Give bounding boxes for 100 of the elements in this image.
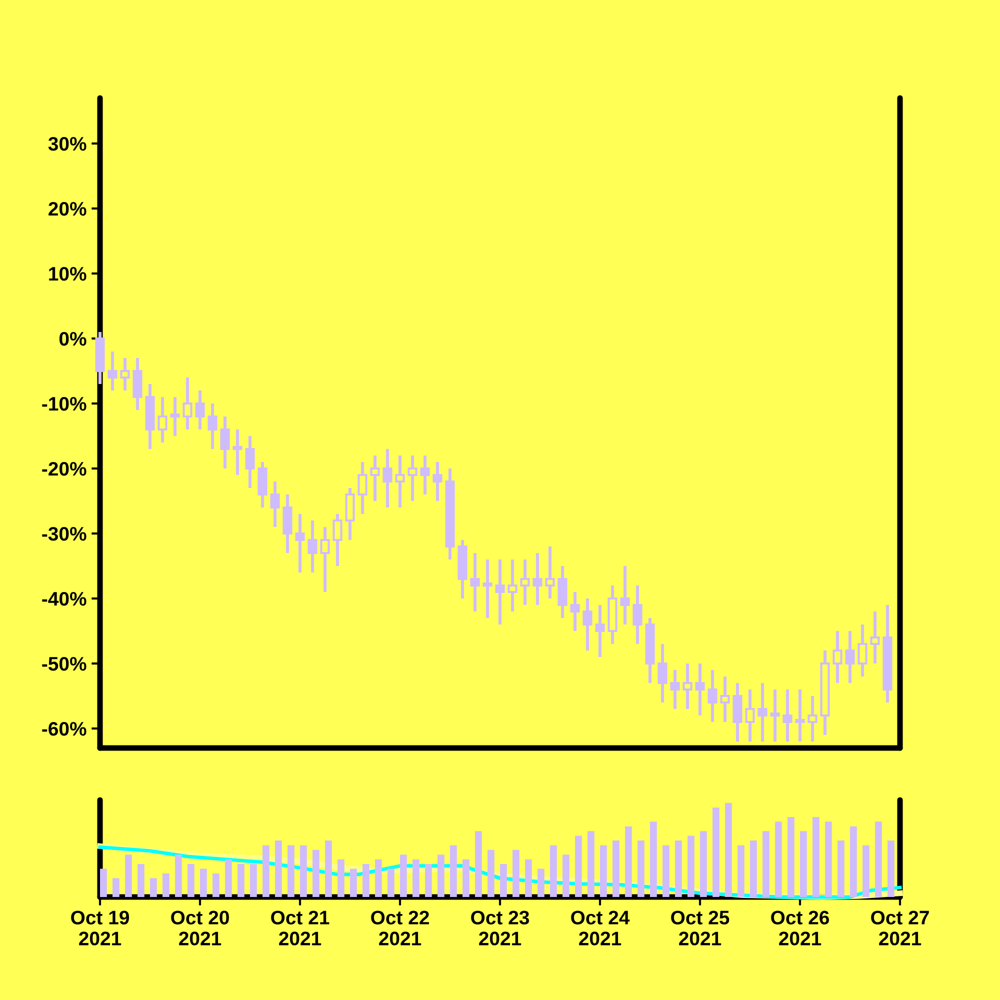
bar [412, 859, 420, 897]
candlestick [670, 670, 680, 709]
candlestick [758, 683, 768, 742]
candlestick [295, 514, 305, 572]
bar [650, 822, 657, 897]
bar [725, 802, 732, 897]
bar [812, 816, 820, 897]
bar [700, 831, 707, 897]
bar [675, 840, 682, 897]
candlestick [495, 560, 505, 624]
bar [862, 845, 870, 897]
candlestick [220, 416, 230, 468]
bar [738, 845, 744, 897]
bar [450, 845, 457, 897]
bar [212, 873, 220, 897]
x-tick-label: Oct 27 2021 [871, 910, 929, 946]
bar [575, 836, 582, 897]
bar [462, 859, 470, 897]
candlestick [845, 631, 855, 683]
y-tick-label: -30% [42, 526, 86, 541]
bar [788, 816, 794, 897]
bar [562, 854, 570, 897]
candlestick [595, 605, 605, 657]
candlestick [370, 456, 380, 501]
bar [338, 859, 344, 897]
candlestick [108, 352, 118, 390]
candlestick [270, 482, 280, 527]
candlestick [770, 690, 780, 742]
bar [612, 840, 620, 897]
x-tick-label: Oct 22 2021 [371, 910, 429, 946]
bar [425, 864, 432, 897]
bar [775, 822, 782, 897]
bar [275, 840, 282, 897]
bar [500, 864, 507, 897]
candlestick [408, 456, 418, 501]
bar [225, 859, 232, 897]
y-tick-label: 0% [59, 332, 86, 346]
candlestick [658, 644, 668, 702]
candlestick [620, 566, 630, 624]
candlestick [332, 514, 342, 566]
bar [325, 840, 332, 897]
candlestick [245, 436, 255, 488]
candlestick [120, 358, 130, 390]
bar [288, 845, 294, 897]
bar [350, 868, 357, 897]
bar [162, 873, 170, 897]
x-tick-label: Oct 20 2021 [171, 910, 229, 946]
bar [188, 864, 194, 897]
y-tick-label: -20% [42, 462, 86, 476]
bar [888, 840, 894, 897]
bar [712, 808, 720, 897]
bar [238, 864, 244, 897]
bar [388, 868, 394, 897]
bar [125, 854, 132, 897]
candlestick [532, 553, 542, 605]
y-tick-label: -40% [42, 592, 86, 606]
bar [200, 868, 207, 897]
candlestick [745, 690, 755, 742]
bar [138, 864, 144, 897]
candlestick [482, 560, 492, 618]
candlestick [232, 430, 242, 475]
candlestick [170, 397, 180, 436]
bar [538, 868, 544, 897]
bar [475, 831, 482, 897]
candlestick [508, 560, 518, 612]
bar [262, 845, 270, 897]
bar [550, 845, 557, 897]
bar [600, 845, 607, 897]
candlestick [382, 449, 392, 508]
y-tick-label: -50% [42, 656, 86, 671]
candlestick [470, 553, 480, 612]
bar [850, 826, 857, 897]
bar [800, 831, 807, 897]
bar [175, 854, 182, 897]
y-tick-label: 30% [48, 136, 86, 151]
bar [875, 822, 882, 897]
candlestick [570, 592, 580, 631]
x-tick-label: Oct 21 2021 [271, 910, 330, 946]
bar [688, 836, 694, 897]
bar [662, 845, 670, 897]
bar [625, 826, 632, 897]
bar [375, 859, 382, 897]
bar [762, 831, 770, 897]
candlestick [545, 546, 555, 598]
candlestick [420, 456, 430, 494]
bar [300, 845, 307, 897]
x-tick-label: Oct 26 2021 [771, 910, 830, 946]
bar [438, 854, 444, 897]
candlestick [308, 520, 318, 572]
x-tick-label: Oct 23 2021 [471, 910, 530, 946]
candlestick [858, 624, 868, 676]
bar [362, 864, 370, 897]
candlestick [520, 560, 530, 605]
candlestick [395, 456, 405, 508]
candlestick [208, 404, 218, 449]
bar [112, 878, 120, 897]
bar [250, 864, 257, 897]
candlestick [782, 690, 792, 742]
y-tick-label: 20% [48, 202, 86, 216]
y-tick-label: -10% [42, 396, 86, 411]
